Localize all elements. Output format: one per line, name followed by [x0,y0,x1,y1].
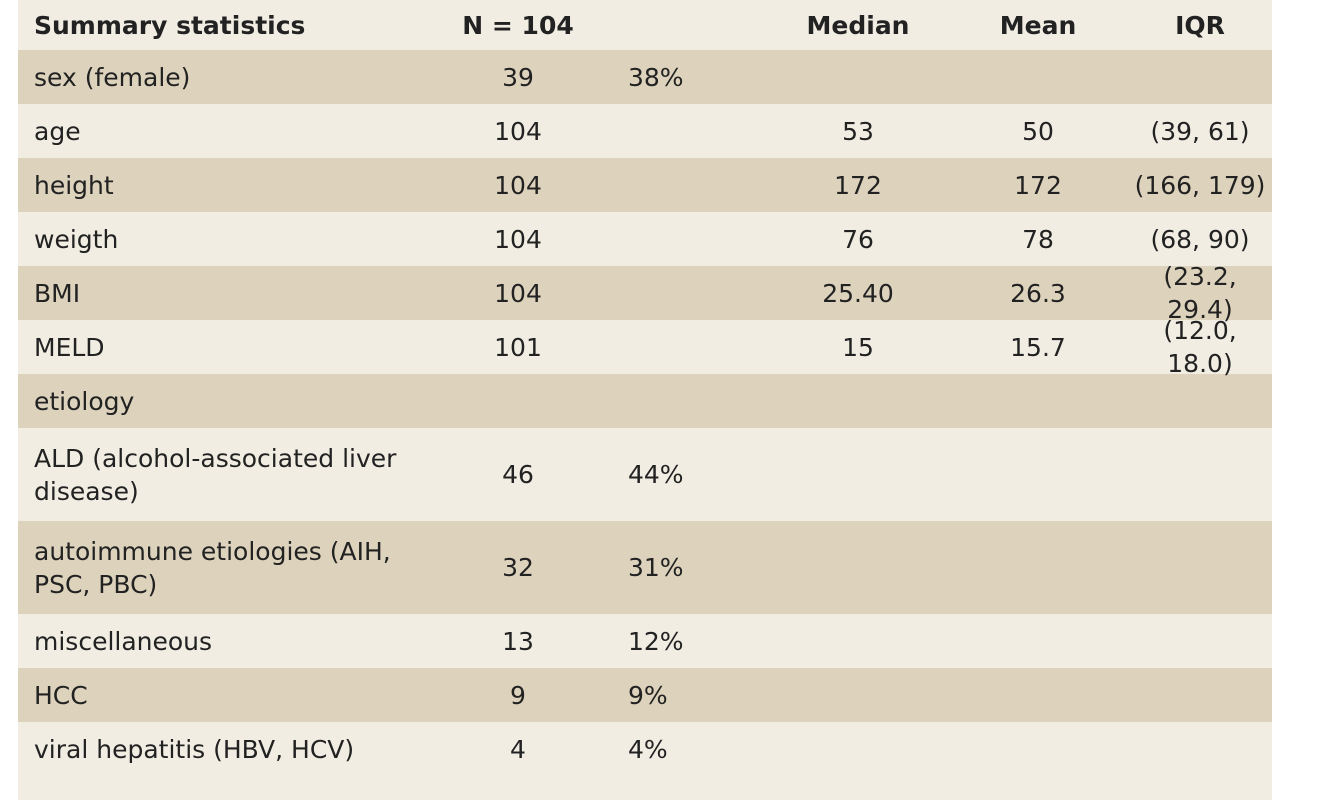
row-iqr: (68, 90) [1150,224,1250,254]
row-mean: 172 [1014,170,1062,200]
row-label: miscellaneous [34,626,213,656]
row-mean: 78 [1022,224,1054,254]
row-percent: 44% [628,460,684,489]
header-iqr: IQR [1175,10,1225,40]
row-n: 101 [494,332,542,362]
row-iqr: (166, 179) [1134,170,1266,200]
row-n: 104 [494,224,542,254]
table-header-row: Summary statistics N = 104 Median Mean I… [18,0,1272,50]
table-row: MELD 101 15 15.7 (12.0, 18.0) [18,316,1272,378]
row-label: sex (female) [34,62,191,92]
row-percent: 9% [628,680,668,710]
summary-statistics-table: Summary statistics N = 104 Median Mean I… [18,0,1272,800]
header-median: Median [806,10,910,40]
row-n: 32 [502,553,534,582]
row-percent: 38% [628,62,684,92]
row-label: autoimmune etiologies (AIH, PSC, PBC) [34,536,391,599]
row-percent: 31% [628,553,684,582]
table-row: BMI 104 25.40 26.3 (23.2, 29.4) [18,262,1272,324]
row-n: 104 [494,116,542,146]
row-label: ALD (alcohol-associated liver disease) [34,443,397,506]
row-mean: 26.3 [1010,278,1066,308]
row-percent: 12% [628,626,684,656]
table-row: ALD (alcohol-associated liver disease) 4… [18,428,1272,521]
row-iqr: (12.0, 18.0) [1163,316,1237,378]
table-row: height 104 172 172 (166, 179) [18,158,1272,212]
row-median: 25.40 [822,278,894,308]
row-median: 15 [842,332,874,362]
row-label: height [34,170,114,200]
table-row: age 104 53 50 (39, 61) [18,104,1272,158]
row-n: 39 [502,62,534,92]
table-row: miscellaneous 13 12% [18,614,1272,668]
row-n: 13 [502,626,534,656]
header-mean: Mean [999,10,1077,40]
row-label: weigth [34,224,119,254]
row-label: HCC [34,680,88,710]
row-n: 46 [502,460,534,489]
row-iqr: (23.2, 29.4) [1163,262,1237,324]
table-row: weigth 104 76 78 (68, 90) [18,212,1272,266]
row-median: 172 [834,170,882,200]
row-n: 104 [494,278,542,308]
row-n: 4 [510,734,526,764]
row-label: BMI [34,278,81,308]
row-median: 53 [842,116,874,146]
row-median: 76 [842,224,874,254]
row-n: 9 [510,680,526,710]
row-label: etiology [34,386,135,416]
header-summary-statistics: Summary statistics [34,10,306,40]
row-mean: 50 [1022,116,1054,146]
row-mean: 15.7 [1010,332,1066,362]
row-iqr: (39, 61) [1150,116,1250,146]
row-label: MELD [34,332,105,362]
table-row: etiology [18,374,1272,428]
header-n: N = 104 [462,10,574,40]
row-percent: 4% [628,734,668,764]
table-row: viral hepatitis (HBV, HCV) 4 4% [18,722,1272,776]
row-label: age [34,116,81,146]
table-row: autoimmune etiologies (AIH, PSC, PBC) 32… [18,521,1272,614]
table-row: sex (female) 39 38% [18,50,1272,104]
table-row: HCC 9 9% [18,668,1272,722]
row-n: 104 [494,170,542,200]
row-label: viral hepatitis (HBV, HCV) [34,734,355,764]
